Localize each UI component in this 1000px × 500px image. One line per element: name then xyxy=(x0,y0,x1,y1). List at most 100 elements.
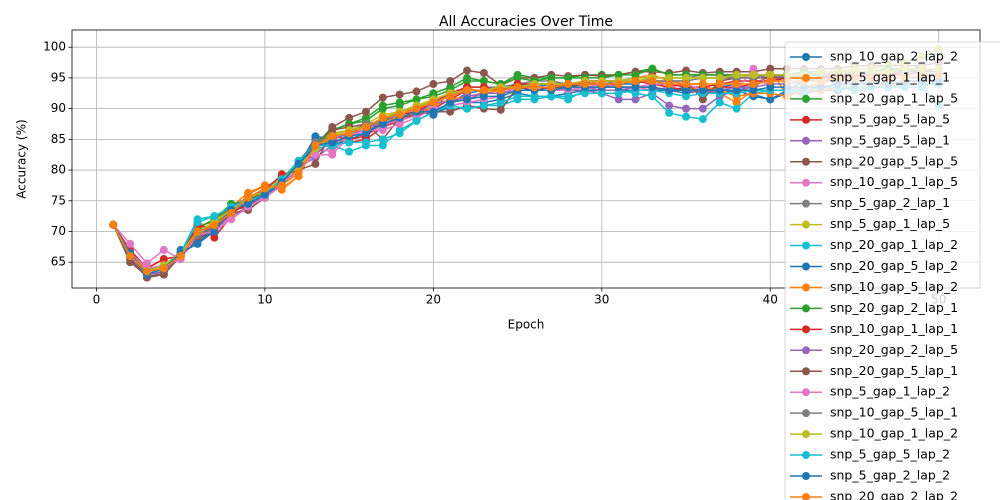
data-point xyxy=(395,119,404,128)
data-point xyxy=(345,147,354,156)
legend-label: snp_5_gap_5_lap_5 xyxy=(830,111,950,126)
data-point xyxy=(277,181,286,190)
legend-marker xyxy=(802,388,810,397)
legend-marker xyxy=(802,157,810,166)
data-point xyxy=(260,190,269,199)
legend-label: snp_20_gap_2_lap_2 xyxy=(830,488,958,500)
data-point xyxy=(766,83,775,92)
data-point xyxy=(446,107,455,116)
legend-label: snp_5_gap_5_lap_1 xyxy=(830,132,950,147)
data-point xyxy=(463,66,472,75)
data-point xyxy=(749,64,758,73)
data-point xyxy=(614,89,623,98)
y-tick-label: 100 xyxy=(43,40,66,54)
legend-marker xyxy=(802,451,810,460)
data-point xyxy=(648,92,657,101)
data-point xyxy=(631,95,640,104)
data-point xyxy=(682,112,691,121)
data-point xyxy=(698,104,707,113)
data-point xyxy=(378,135,387,144)
y-tick-label: 95 xyxy=(51,70,66,84)
data-point xyxy=(446,92,455,101)
data-point xyxy=(597,80,606,89)
data-point xyxy=(345,138,354,147)
data-point xyxy=(210,212,219,221)
data-point xyxy=(176,252,185,261)
legend-label: snp_10_gap_1_lap_1 xyxy=(830,321,958,336)
legend-label: snp_5_gap_2_lap_2 xyxy=(830,468,950,483)
data-point xyxy=(244,199,253,208)
legend-label: snp_20_gap_1_lap_5 xyxy=(830,90,958,105)
data-point xyxy=(429,80,438,89)
data-point xyxy=(227,209,236,218)
data-point xyxy=(361,107,370,116)
data-point xyxy=(446,76,455,85)
data-point xyxy=(564,80,573,89)
data-point xyxy=(193,218,202,227)
data-point xyxy=(126,258,135,267)
data-point xyxy=(227,215,236,224)
legend-label: snp_20_gap_2_lap_5 xyxy=(830,342,958,357)
data-point xyxy=(378,141,387,150)
data-point xyxy=(766,64,775,73)
data-point xyxy=(210,227,219,236)
data-point xyxy=(682,80,691,89)
data-point xyxy=(210,221,219,230)
data-point xyxy=(395,101,404,110)
legend-marker xyxy=(802,53,810,61)
data-point xyxy=(126,239,135,248)
y-axis-label: Accuracy (%) xyxy=(15,119,29,198)
data-point xyxy=(766,95,775,104)
data-point xyxy=(496,92,505,101)
legend-marker xyxy=(802,430,810,439)
legend-marker xyxy=(802,409,810,418)
data-point xyxy=(631,70,640,79)
data-point xyxy=(665,108,674,117)
data-point xyxy=(463,95,472,104)
data-point xyxy=(564,73,573,82)
legend-marker xyxy=(802,115,810,124)
data-point xyxy=(766,70,775,79)
legend-label: snp_20_gap_1_lap_2 xyxy=(830,237,958,252)
data-point xyxy=(614,70,623,79)
x-tick-label: 10 xyxy=(257,293,272,307)
data-point xyxy=(311,150,320,159)
legend-marker xyxy=(802,492,810,500)
data-point xyxy=(429,107,438,116)
data-point xyxy=(378,126,387,135)
legend-label: snp_5_gap_5_lap_2 xyxy=(830,447,950,462)
data-point xyxy=(614,80,623,89)
data-point xyxy=(294,159,303,168)
data-point xyxy=(378,93,387,102)
data-point xyxy=(479,86,488,95)
data-point xyxy=(361,123,370,132)
data-point xyxy=(580,89,589,98)
data-point xyxy=(547,83,556,92)
data-point xyxy=(142,267,151,276)
data-point xyxy=(513,92,522,101)
legend-marker xyxy=(802,262,810,271)
data-point xyxy=(597,89,606,98)
data-point xyxy=(530,92,539,101)
legend-box xyxy=(784,41,1000,500)
legend-label: snp_20_gap_5_lap_1 xyxy=(830,363,958,378)
legend-label: snp_20_gap_5_lap_2 xyxy=(830,258,958,273)
data-point xyxy=(463,76,472,85)
data-point xyxy=(479,76,488,85)
data-point xyxy=(749,70,758,79)
y-tick-label: 85 xyxy=(51,132,66,146)
data-point xyxy=(698,86,707,95)
legend-label: snp_5_gap_1_lap_1 xyxy=(830,69,950,84)
data-point xyxy=(126,252,135,261)
legend-marker xyxy=(802,346,810,355)
data-point xyxy=(395,110,404,119)
legend-marker xyxy=(802,94,810,103)
data-point xyxy=(715,98,724,107)
data-point xyxy=(715,86,724,95)
data-point xyxy=(530,83,539,92)
data-point xyxy=(361,129,370,138)
data-point xyxy=(682,92,691,101)
legend-marker xyxy=(802,283,810,292)
data-point xyxy=(479,101,488,110)
